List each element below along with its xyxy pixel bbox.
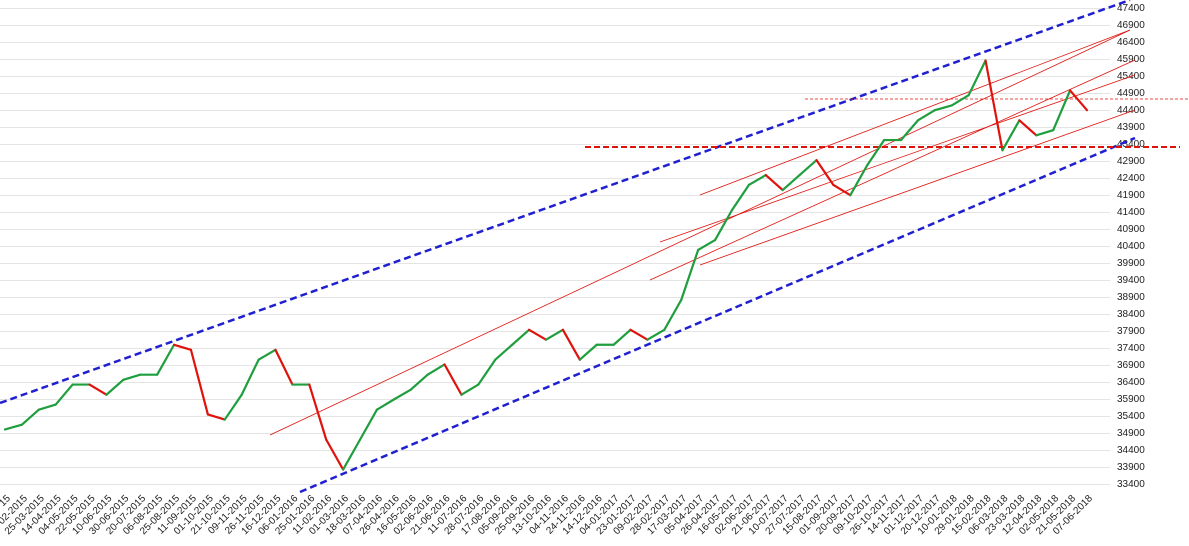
y-tick-label: 40400 — [1117, 241, 1145, 252]
y-tick-label: 41900 — [1117, 190, 1145, 201]
plot: 33400 33900 34400 34900 35400 35900 36400 36900… — [0, 3, 1145, 537]
y-tick-label: 46900 — [1117, 20, 1145, 31]
price-segment — [866, 138, 886, 167]
price-segment — [375, 398, 395, 411]
upper-channel — [0, 0, 1131, 405]
y-tick-label: 35400 — [1117, 411, 1145, 422]
price-segment — [172, 343, 193, 351]
y-tick-label: 37900 — [1117, 326, 1145, 337]
price-segment — [20, 408, 40, 426]
y-tick-label: 34400 — [1117, 445, 1145, 456]
parallel-line — [649, 59, 1136, 281]
price-segment — [206, 413, 226, 421]
price-segment — [984, 59, 1004, 152]
price-segment — [325, 438, 345, 471]
price-segment — [527, 328, 548, 341]
y-tick-label: 47400 — [1117, 3, 1145, 14]
price-series — [3, 59, 1089, 471]
price-segment — [713, 209, 734, 242]
price-segment — [240, 358, 260, 396]
price-segment — [578, 343, 598, 361]
price-segment — [308, 383, 328, 441]
price-segment — [443, 363, 463, 396]
y-tick-label: 44400 — [1117, 105, 1145, 116]
price-segment — [1068, 89, 1089, 112]
price-segment — [1035, 129, 1055, 137]
price-segment — [680, 248, 700, 301]
parallel-line — [699, 29, 1131, 196]
y-tick-label: 45900 — [1117, 54, 1145, 65]
y-tick-label: 38900 — [1117, 292, 1145, 303]
price-segment — [426, 363, 446, 376]
price-segment — [629, 328, 649, 341]
price-segment — [646, 328, 666, 341]
trend-lines — [0, 0, 1189, 494]
price-segment — [663, 298, 683, 331]
price-segment — [156, 343, 176, 376]
parallel-line — [659, 74, 1136, 243]
price-segment — [358, 408, 379, 441]
y-tick-label: 39400 — [1117, 275, 1145, 286]
y-tick-label: 40900 — [1117, 224, 1145, 235]
price-segment — [544, 328, 565, 341]
price-segment — [815, 159, 835, 187]
y-tick-label: 44900 — [1117, 88, 1145, 99]
price-segment — [899, 119, 920, 142]
price-segment — [764, 174, 784, 192]
price-segment — [274, 348, 294, 386]
price-segment — [105, 378, 125, 396]
price-segment — [849, 164, 869, 197]
y-tick-label: 38400 — [1117, 309, 1145, 320]
price-segment — [1052, 89, 1072, 132]
price-segment — [747, 174, 767, 187]
price-segment — [561, 328, 581, 361]
y-tick-label: 33400 — [1117, 479, 1145, 490]
y-tick-label: 42900 — [1117, 156, 1145, 167]
price-segment — [54, 383, 74, 406]
price-segment — [477, 358, 497, 386]
price-segment — [409, 373, 429, 391]
price-segment — [916, 109, 936, 122]
price-segment — [494, 343, 514, 361]
parallel-line — [699, 109, 1136, 266]
price-segment — [950, 94, 970, 107]
price-segment — [967, 59, 987, 97]
price-segment — [88, 383, 108, 396]
price-segment — [933, 104, 953, 112]
price-segment — [1018, 119, 1038, 137]
price-segment — [37, 403, 57, 411]
y-tick-label: 39900 — [1117, 258, 1145, 269]
price-segment — [798, 159, 818, 177]
lower-channel — [299, 136, 1136, 494]
y-tick-label: 43400 — [1117, 139, 1145, 150]
price-segment — [460, 383, 480, 396]
y-tick-label: 36400 — [1117, 377, 1145, 388]
y-tick-label: 42400 — [1117, 173, 1145, 184]
price-segment — [257, 348, 277, 361]
price-segment — [3, 423, 24, 431]
price-segment — [697, 238, 717, 251]
y-tick-label: 41400 — [1117, 207, 1145, 218]
price-segment — [223, 393, 243, 421]
price-segment — [392, 388, 412, 401]
price-segment — [781, 174, 801, 192]
price-segment — [511, 328, 531, 346]
price-segment — [730, 183, 750, 212]
y-tick-label: 36900 — [1117, 360, 1145, 371]
parallel-line — [269, 29, 1131, 436]
price-segment — [612, 328, 632, 346]
y-tick-label: 35900 — [1117, 394, 1145, 405]
y-tick-label: 34900 — [1117, 428, 1145, 439]
price-segment — [342, 438, 362, 471]
price-segment — [122, 373, 142, 381]
y-tick-label: 43900 — [1117, 122, 1145, 133]
price-segment — [189, 348, 209, 416]
price-segment — [1001, 119, 1021, 152]
y-tick-label: 33900 — [1117, 462, 1145, 473]
price-segment — [832, 183, 852, 197]
y-tick-label: 46400 — [1117, 37, 1145, 48]
y-tick-label: 37400 — [1117, 343, 1145, 354]
